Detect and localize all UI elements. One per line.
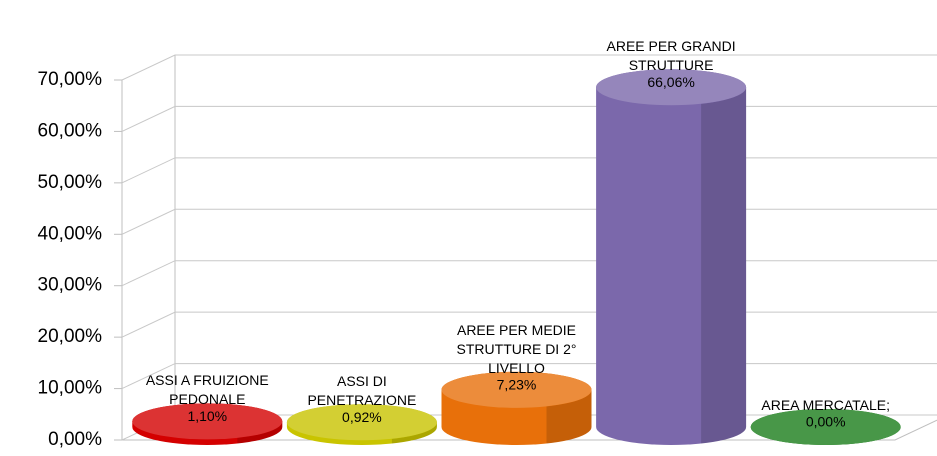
value-label: 7,23% bbox=[497, 377, 537, 393]
cylinder bbox=[596, 69, 747, 446]
category-label: AREE PER MEDIE STRUTTURE DI 2° LIVELLO bbox=[456, 321, 577, 376]
cylinder-top bbox=[132, 403, 283, 440]
grid-line bbox=[121, 208, 937, 235]
y-tick-label: 40,00% bbox=[38, 223, 103, 244]
category-label: ASSI DI PENETRAZIONE bbox=[307, 373, 417, 409]
cylinder-top bbox=[750, 409, 901, 445]
cylinder-shade bbox=[546, 389, 592, 444]
cylinder-shade bbox=[701, 87, 747, 444]
grid-line bbox=[121, 54, 937, 81]
cylinder-shade bbox=[237, 421, 283, 444]
value-label: 0,92% bbox=[342, 409, 382, 425]
cylinder-top bbox=[596, 69, 747, 106]
cylinder-shade bbox=[391, 422, 437, 444]
y-tick-label: 20,00% bbox=[38, 326, 103, 347]
grid-line bbox=[121, 105, 937, 132]
grid-line bbox=[121, 157, 937, 184]
y-tick-label: 10,00% bbox=[38, 378, 103, 399]
cylinder-top-light bbox=[132, 403, 283, 440]
y-tick-label: 60,00% bbox=[38, 120, 103, 141]
value-label: 1,10% bbox=[187, 408, 227, 424]
value-label: 66,06% bbox=[647, 74, 694, 90]
y-tick-label: 0,00% bbox=[48, 429, 102, 450]
value-label: 0,00% bbox=[806, 414, 846, 430]
cylinder-top-light bbox=[286, 404, 437, 441]
y-tick-label: 50,00% bbox=[38, 172, 103, 193]
y-tick-label: 70,00% bbox=[38, 69, 103, 90]
cylinder-top-light bbox=[441, 371, 592, 408]
category-label: AREA MERCATALE; bbox=[761, 397, 890, 413]
category-label: AREE PER GRANDI STRUTTURE bbox=[606, 38, 736, 74]
y-tick-label: 30,00% bbox=[38, 275, 103, 296]
cylinder-top-light bbox=[596, 69, 747, 106]
cylinder-top bbox=[441, 371, 592, 408]
cylinder-top bbox=[286, 404, 437, 441]
grid-line bbox=[121, 260, 937, 287]
category-label: ASSI A FRUIZIONE PEDONALE bbox=[145, 372, 269, 408]
cylinder-top-light bbox=[750, 409, 901, 445]
